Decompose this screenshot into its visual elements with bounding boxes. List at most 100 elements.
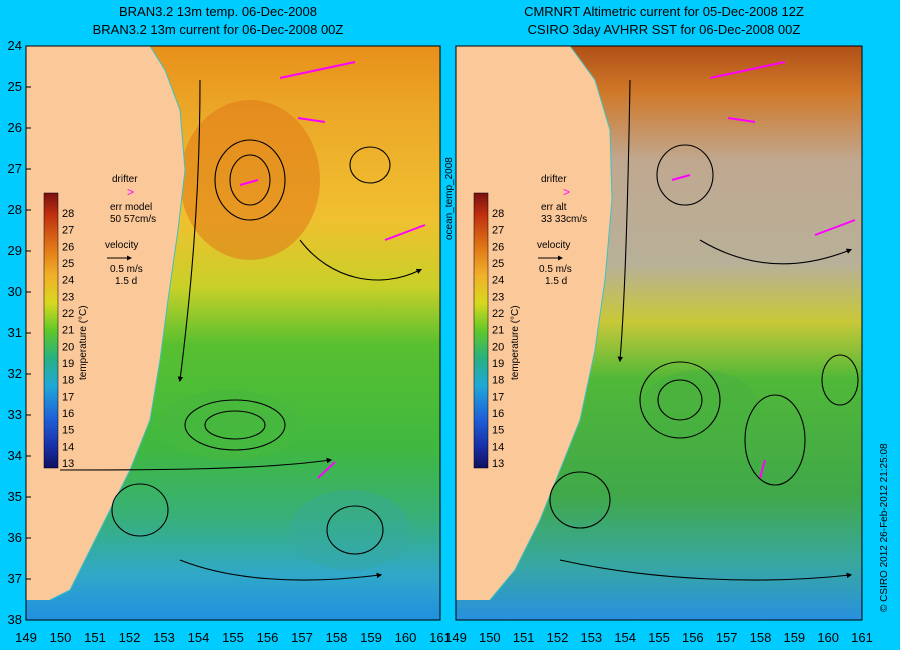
left-velocity-days: 1.5 d (115, 276, 137, 287)
latitude-tick-label: 35 (8, 489, 22, 504)
colorbar-tick-label: 15 (62, 425, 74, 437)
colorbar-tick-label: 25 (62, 258, 74, 270)
colorbar-tick-label: 21 (62, 325, 74, 337)
latitude-tick-label: 25 (8, 79, 22, 94)
middle-dataset-label: ocean_temp_2008 (444, 157, 455, 240)
left-cool-eddy (160, 390, 300, 460)
longitude-tick-label: 155 (648, 630, 670, 645)
left-colorbar-ticks: 28 27 26 25 24 23 22 21 20 19 18 17 16 15 14 13 (62, 208, 74, 470)
longitude-tick-label: 154 (188, 630, 210, 645)
colorbar-tick-label: 24 (62, 275, 74, 287)
colorbar-tick-label: 19 (492, 358, 504, 370)
longitude-tick-label: 149 (445, 630, 467, 645)
longitude-tick-label: 161 (429, 630, 451, 645)
colorbar-tick-label: 18 (492, 375, 504, 387)
colorbar-tick-label: 14 (62, 441, 74, 453)
left-colorbar-label: temperature (°C) (78, 305, 89, 380)
right-velocity-days: 1.5 d (545, 276, 567, 287)
colorbar-tick-label: 27 (62, 225, 74, 237)
colorbar-tick-label: 27 (492, 225, 504, 237)
right-drifter-tracks (671, 61, 856, 479)
colorbar-tick-label: 14 (492, 441, 504, 453)
longitude-tick-label: 152 (119, 630, 141, 645)
colorbar-tick-label: 26 (62, 241, 74, 253)
left-drifter-tracks (239, 61, 426, 479)
right-drifter-symbol: > (563, 185, 570, 199)
latitude-tick-label: 31 (8, 325, 22, 340)
colorbar-tick-label: 25 (492, 258, 504, 270)
latitude-tick-label: 38 (8, 612, 22, 627)
left-shelf-contour (49, 45, 186, 601)
longitude-tick-label: 159 (360, 630, 382, 645)
colorbar-tick-label: 23 (492, 291, 504, 303)
left-map-panel: drifter > err model 50 57cm/s velocity 0… (25, 45, 441, 621)
colorbar-tick-label: 20 (492, 341, 504, 353)
latitude-tick-label: 30 (8, 284, 22, 299)
left-err-value: 50 57cm/s (110, 214, 156, 225)
colorbar-tick-label: 16 (62, 408, 74, 420)
right-title-line1: CMRNRT Altimetric current for 05-Dec-200… (524, 4, 804, 19)
longitude-tick-label: 160 (817, 630, 839, 645)
credit-text: © CSIRO 2012 26-Feb-2012 21:25:08 (879, 443, 890, 612)
right-velocity-speed: 0.5 m/s (539, 264, 572, 275)
longitude-tick-label: 154 (614, 630, 636, 645)
colorbar-tick-label: 16 (492, 408, 504, 420)
longitude-tick-label: 151 (513, 630, 535, 645)
right-current-streamlines (549, 79, 859, 581)
longitude-tick-label: 150 (479, 630, 501, 645)
right-shelf-contour (489, 45, 613, 601)
latitude-tick-label: 33 (8, 407, 22, 422)
latitude-tick-label: 24 (8, 38, 22, 53)
longitude-tick-label: 153 (580, 630, 602, 645)
right-land-mass (456, 46, 612, 600)
latitude-tick-label: 34 (8, 448, 22, 463)
right-velocity-label: velocity (537, 240, 570, 251)
longitude-tick-label: 159 (783, 630, 805, 645)
right-eddy-mid (640, 370, 760, 450)
colorbar-tick-label: 19 (62, 358, 74, 370)
right-err-value: 33 33cm/s (541, 214, 587, 225)
right-title-line2: CSIRO 3day AVHRR SST for 06-Dec-2008 00Z (528, 22, 801, 37)
longitude-tick-label: 149 (15, 630, 37, 645)
colorbar-tick-label: 20 (62, 341, 74, 353)
longitude-tick-label: 158 (750, 630, 772, 645)
right-err-label: err alt (541, 202, 567, 213)
longitude-tick-label: 156 (682, 630, 704, 645)
latitude-tick-label: 28 (8, 202, 22, 217)
colorbar-tick-label: 13 (492, 458, 504, 470)
longitude-tick-label: 160 (395, 630, 417, 645)
latitude-tick-label: 26 (8, 120, 22, 135)
colorbar-tick-label: 22 (492, 308, 504, 320)
left-eddy-south (290, 490, 410, 570)
colorbar-tick-label: 22 (62, 308, 74, 320)
colorbar-tick-label: 17 (492, 391, 504, 403)
left-drifter-label: drifter (112, 174, 138, 185)
left-err-label: err model (110, 202, 152, 213)
longitude-tick-label: 150 (50, 630, 72, 645)
right-map-panel: drifter > err alt 33 33cm/s velocity 0.5… (455, 45, 863, 621)
colorbar-tick-label: 28 (62, 208, 74, 220)
colorbar-tick-label: 28 (492, 208, 504, 220)
colorbar-tick-label: 15 (492, 425, 504, 437)
colorbar-tick-label: 13 (62, 458, 74, 470)
longitude-tick-label: 151 (84, 630, 106, 645)
right-colorbar-label: temperature (°C) (510, 305, 521, 380)
left-title-line2: BRAN3.2 13m current for 06-Dec-2008 00Z (93, 22, 344, 37)
left-longitude-tick-labels: 149 150 151 152 153 154 155 156 157 158 159 160 161 (15, 630, 451, 645)
left-land-mass (26, 46, 185, 600)
longitude-tick-label: 161 (851, 630, 873, 645)
right-colorbar (473, 192, 489, 469)
left-current-streamlines (59, 79, 422, 581)
latitude-tick-labels: 24 25 26 27 28 29 30 31 32 33 34 35 36 37 38 (8, 38, 31, 627)
right-colorbar-ticks: 28 27 26 25 24 23 22 21 20 19 18 17 16 15 14 13 (492, 208, 504, 470)
longitude-tick-label: 156 (257, 630, 279, 645)
colorbar-tick-label: 21 (492, 325, 504, 337)
longitude-tick-label: 157 (291, 630, 313, 645)
colorbar-tick-label: 24 (492, 275, 504, 287)
latitude-tick-label: 29 (8, 243, 22, 258)
colorbar-tick-label: 18 (62, 375, 74, 387)
right-drifter-label: drifter (541, 174, 567, 185)
longitude-tick-label: 158 (326, 630, 348, 645)
longitude-tick-label: 153 (153, 630, 175, 645)
